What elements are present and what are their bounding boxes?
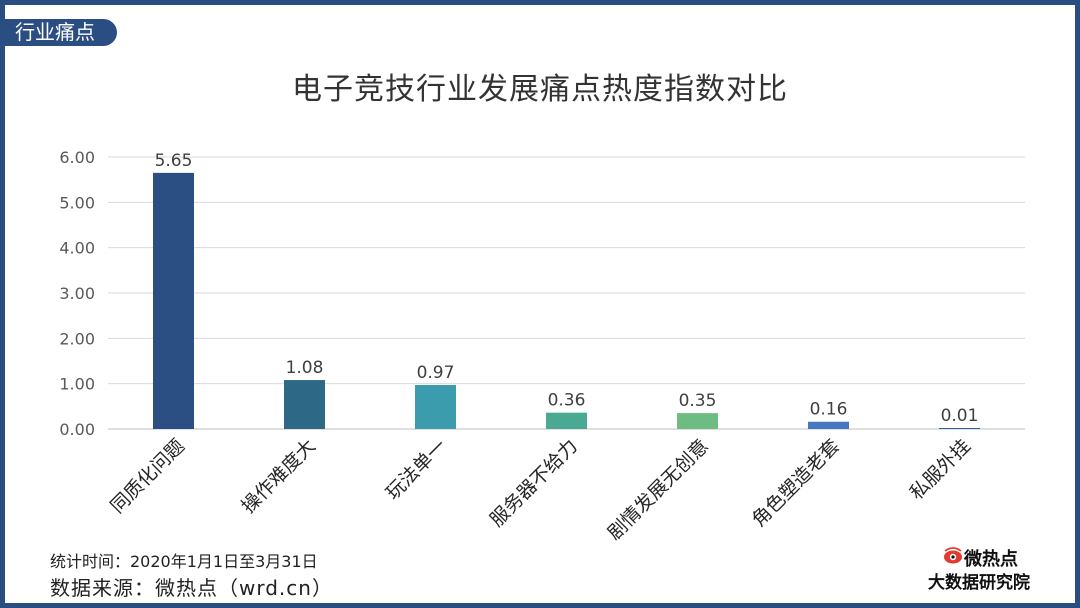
logo-name: 微热点	[964, 549, 1018, 570]
value-label: 0.36	[548, 391, 586, 411]
logo-subtitle: 大数据研究院	[928, 573, 1030, 593]
y-tick-label: 4.00	[59, 239, 95, 258]
data-source: 数据来源：微热点（wrd.cn）	[50, 576, 333, 600]
category-label: 操作难度大	[237, 435, 320, 518]
category-label: 私服外挂	[906, 435, 975, 504]
eye-icon	[944, 547, 962, 564]
value-label: 0.16	[810, 400, 848, 420]
y-tick-label: 6.00	[59, 148, 95, 167]
y-tick-label: 2.00	[59, 329, 95, 348]
category-label: 剧情发展无创意	[603, 435, 713, 545]
bar	[415, 385, 456, 429]
value-label: 0.01	[941, 406, 979, 426]
category-label: 玩法单一	[382, 435, 451, 504]
bar	[677, 413, 718, 429]
value-label: 0.35	[679, 391, 717, 411]
chart-title: 电子竞技行业发展痛点热度指数对比	[292, 72, 788, 107]
value-label: 1.08	[286, 358, 324, 378]
y-tick-label: 0.00	[59, 420, 95, 439]
weirediandian-logo: 微热点 大数据研究院	[928, 545, 1048, 593]
y-tick-label: 3.00	[59, 284, 95, 303]
bar	[546, 412, 587, 429]
y-tick-label: 1.00	[59, 375, 95, 394]
section-tag: 行业痛点	[5, 19, 117, 46]
category-label: 同质化问题	[106, 435, 189, 518]
y-tick-label: 5.00	[59, 193, 95, 212]
bar	[284, 380, 325, 429]
bar	[808, 421, 849, 429]
value-label: 5.65	[155, 151, 193, 171]
value-label: 0.97	[417, 363, 455, 383]
statistics-period: 统计时间：2020年1月1日至3月31日	[50, 552, 318, 571]
category-label: 角色塑造老套	[748, 435, 844, 531]
bar	[939, 428, 980, 429]
bar	[153, 172, 194, 429]
category-label: 服务器不给力	[486, 435, 582, 531]
